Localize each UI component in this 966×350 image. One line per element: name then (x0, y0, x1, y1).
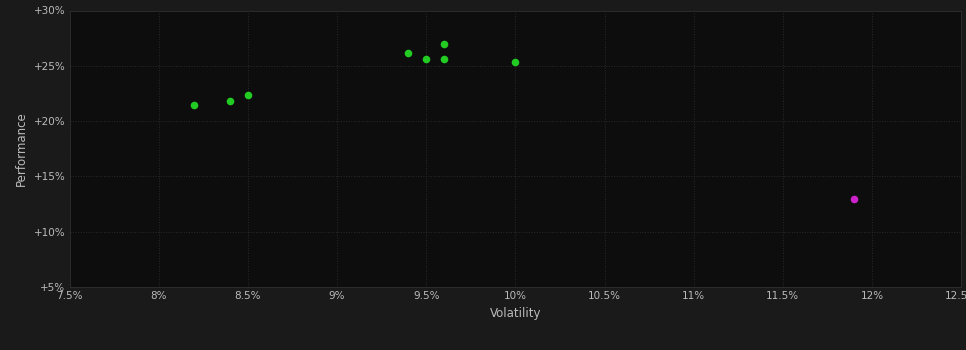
X-axis label: Volatility: Volatility (490, 307, 541, 320)
Point (437, 41, 452, 47)
Y-axis label: Performance: Performance (15, 111, 28, 186)
Point (508, 60, 524, 65)
Point (241, 92, 256, 97)
Point (186, 102, 202, 107)
Point (222, 98, 238, 104)
Point (846, 196, 862, 201)
Point (437, 56, 452, 62)
Point (418, 56, 434, 62)
Point (401, 50, 416, 55)
